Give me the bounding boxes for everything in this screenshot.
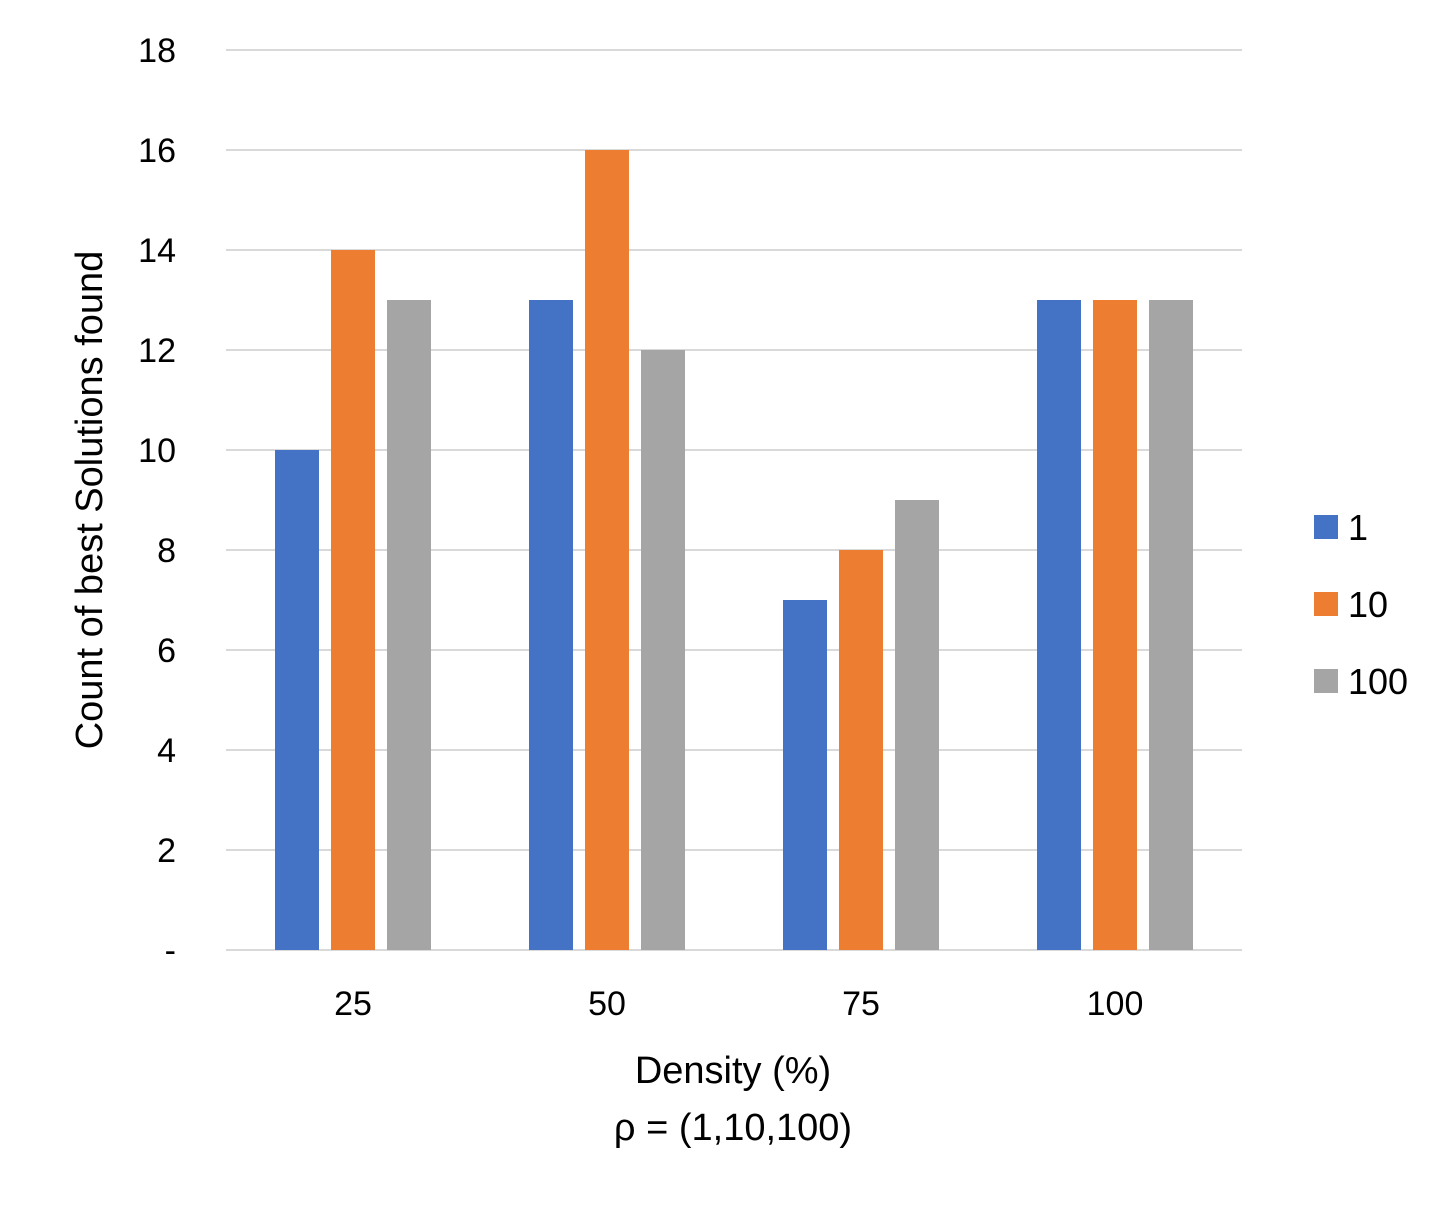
bar-series-10-100 (1093, 300, 1137, 950)
legend-label: 100 (1348, 661, 1408, 702)
y-tick-label: 18 (138, 32, 176, 70)
legend-label: 1 (1348, 507, 1368, 548)
x-axis-title: Density (%) (635, 1050, 831, 1092)
y-tick-label: 16 (138, 132, 176, 170)
y-tick-label: 2 (157, 832, 176, 870)
legend: 1 10 100 (1314, 507, 1408, 702)
bar-series-100-100 (1149, 300, 1193, 950)
y-axis-ticks: - 2 4 6 8 10 12 14 16 18 (138, 32, 176, 970)
x-tick-label: 100 (1087, 985, 1144, 1023)
bar-series-1-50 (529, 300, 573, 950)
legend-swatch (1314, 592, 1338, 616)
legend-swatch (1314, 669, 1338, 693)
y-tick-label: 12 (138, 332, 176, 370)
x-axis-subtitle: ρ = (1,10,100) (614, 1107, 852, 1149)
y-tick-label: 10 (138, 432, 176, 470)
x-axis-ticks: 25 50 75 100 (334, 985, 1143, 1023)
y-tick-label: 14 (138, 232, 176, 270)
bar-series-10-25 (331, 250, 375, 950)
bar-series-1-25 (275, 450, 319, 950)
legend-label: 10 (1348, 584, 1388, 625)
bar-series-1-100 (1037, 300, 1081, 950)
x-tick-label: 50 (588, 985, 626, 1023)
bars (275, 150, 1193, 950)
y-tick-label: - (165, 932, 176, 970)
bar-series-1-75 (783, 600, 827, 950)
y-axis-title: Count of best Solutions found (69, 251, 111, 750)
bar-series-10-50 (585, 150, 629, 950)
gridlines (226, 49, 1242, 951)
x-tick-label: 25 (334, 985, 372, 1023)
bar-series-100-25 (387, 300, 431, 950)
bar-series-100-75 (895, 500, 939, 950)
y-tick-label: 6 (157, 632, 176, 670)
legend-swatch (1314, 515, 1338, 539)
y-tick-label: 8 (157, 532, 176, 570)
y-tick-label: 4 (157, 732, 176, 770)
bar-series-100-50 (641, 350, 685, 950)
x-tick-label: 75 (842, 985, 880, 1023)
bar-series-10-75 (839, 550, 883, 950)
